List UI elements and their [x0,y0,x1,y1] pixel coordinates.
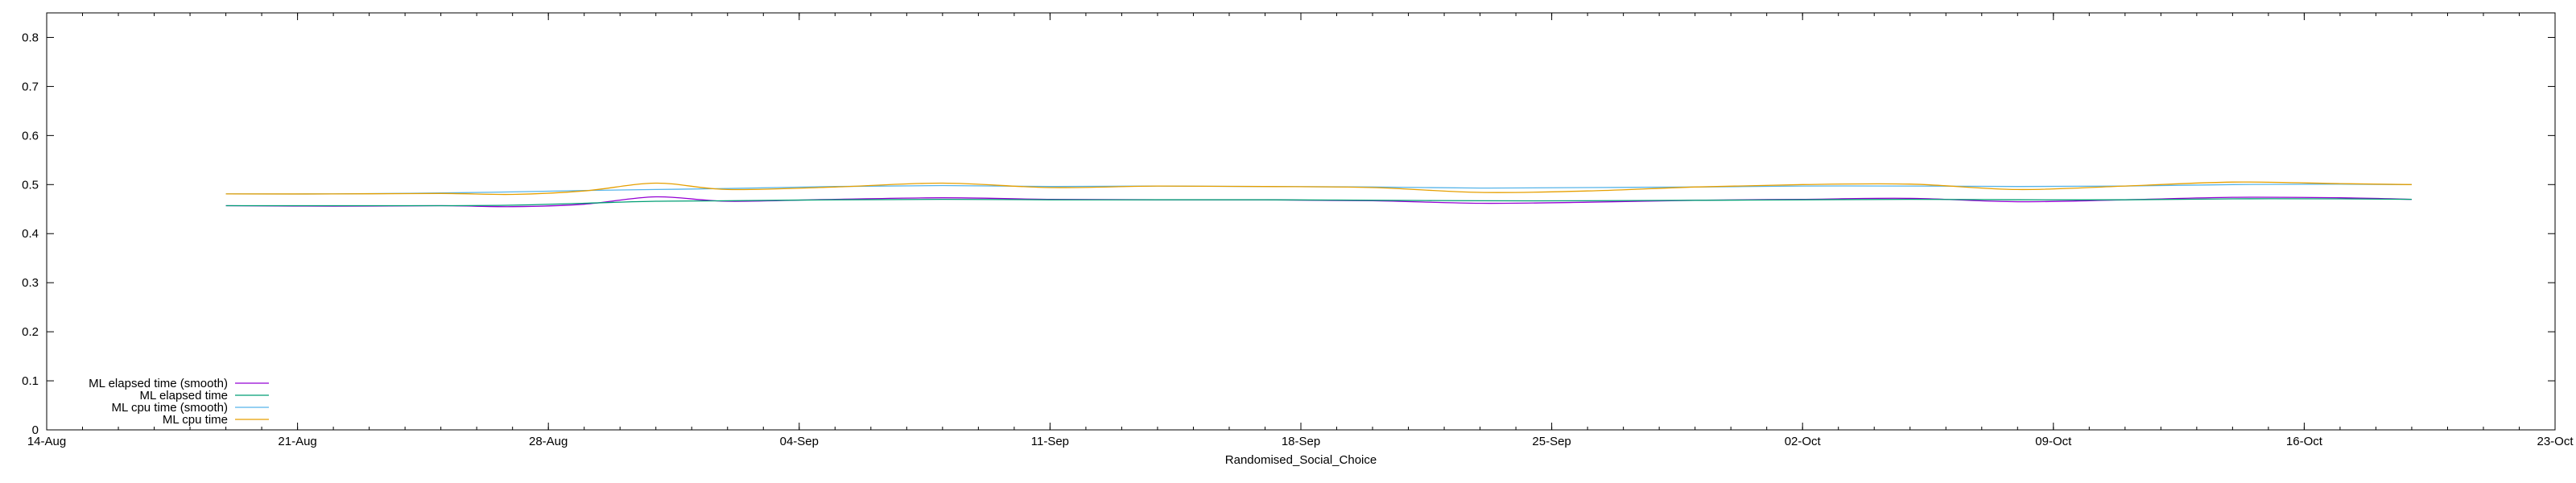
y-tick-label: 0.7 [22,80,39,93]
y-tick-label: 0 [32,423,39,437]
series-line-4 [225,181,2412,196]
legend-label: ML elapsed time (smooth) [89,377,228,390]
x-tick-label: 28-Aug [529,435,568,448]
y-tick-label: 0.3 [22,276,39,290]
x-tick-label: 09-Oct [2035,435,2072,448]
series-layer [225,181,2412,208]
plot-frame [46,12,2556,431]
series-line-2 [225,198,2412,207]
x-tick-label: 21-Aug [278,435,316,448]
y-tick-label: 0.4 [22,227,39,241]
y-tick-label: 0.8 [22,31,39,44]
x-tick-label: 11-Sep [1031,435,1069,448]
y-tick-label: 0.2 [22,325,39,339]
y-tick-label: 0.1 [22,374,39,388]
x-tick-label: 04-Sep [780,435,819,448]
y-tick-label: 0.5 [22,178,39,192]
x-tick-label: 16-Oct [2286,435,2323,448]
x-tick-label: 14-Aug [27,435,66,448]
x-tick-label: 18-Sep [1282,435,1320,448]
x-axis-label: Randomised_Social_Choice [1225,453,1377,467]
legend: ML elapsed time (smooth)ML elapsed timeM… [89,377,269,427]
y-tick-label: 0.6 [22,129,39,142]
x-tick-label: 23-Oct [2537,435,2574,448]
legend-label: ML cpu time [163,413,228,427]
x-tick-label: 25-Sep [1532,435,1571,448]
legend-label: ML elapsed time [140,389,229,402]
y-axis: 0 0.1 0.2 0.3 0.4 0.5 0.6 0.7 0.8 [22,31,2555,437]
legend-label: ML cpu time (smooth) [112,401,229,415]
x-axis: 14-Aug 21-Aug 28-Aug 04-Sep 11-Sep 18-Sep 25-S… [27,13,2574,448]
x-tick-label: 02-Oct [1785,435,1822,448]
series-line-1 [225,196,2412,208]
